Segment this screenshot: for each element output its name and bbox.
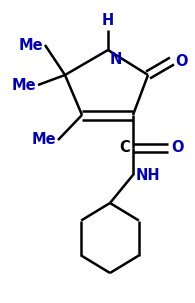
Text: C: C: [119, 141, 130, 155]
Text: Me: Me: [31, 132, 56, 148]
Text: N: N: [110, 52, 122, 67]
Text: O: O: [175, 54, 188, 68]
Text: Me: Me: [18, 38, 43, 52]
Text: NH: NH: [136, 168, 161, 182]
Text: O: O: [171, 141, 183, 155]
Text: Me: Me: [11, 78, 36, 92]
Text: H: H: [102, 13, 114, 28]
